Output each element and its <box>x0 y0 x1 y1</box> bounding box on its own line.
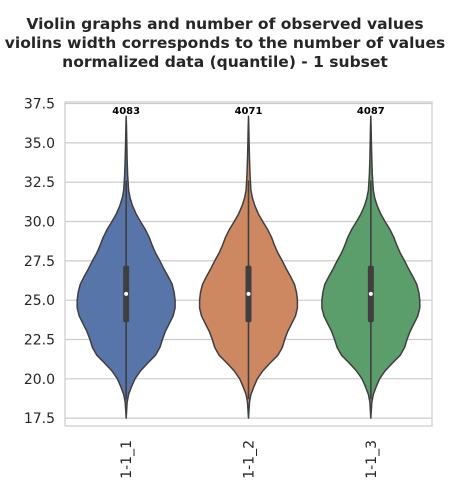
title-line-2: violins width corresponds to the number … <box>4 34 446 52</box>
count-label: 4083 <box>112 106 140 117</box>
x-tick-label: 1-1_1 <box>119 440 135 479</box>
title-line-1: Violin graphs and number of observed val… <box>26 15 424 33</box>
plot-area-frame <box>64 101 433 427</box>
count-label: 4071 <box>235 106 263 117</box>
title-line-3: normalized data (quantile) - 1 subset <box>62 53 388 71</box>
y-axis-ticks: 17.5 20.0 22.5 25.0 27.5 30.0 32.5 35.0 37.5 <box>24 97 55 428</box>
x-axis-ticks: 1-1_1 1-1_2 1-1_3 <box>119 440 380 479</box>
y-tick-label: 32.5 <box>24 175 55 191</box>
y-tick-label: 25.0 <box>24 293 55 309</box>
count-labels: 4083 4071 4087 <box>112 106 385 117</box>
violin-median-dot <box>124 291 129 296</box>
y-tick-label: 30.0 <box>24 215 55 231</box>
chart-title: Violin graphs and number of observed val… <box>0 15 450 72</box>
violin-median-dot <box>246 291 251 296</box>
x-tick-label: 1-1_2 <box>242 440 258 479</box>
violins <box>76 115 421 419</box>
violin-median-dot <box>368 291 373 296</box>
count-label: 4087 <box>357 106 385 117</box>
y-tick-label: 20.0 <box>24 372 55 388</box>
y-tick-label: 35.0 <box>24 136 55 152</box>
y-tick-label: 27.5 <box>24 254 55 270</box>
x-tick-label: 1-1_3 <box>364 440 380 479</box>
y-tick-label: 22.5 <box>24 332 55 348</box>
y-tick-label: 37.5 <box>24 97 55 113</box>
y-tick-label: 17.5 <box>24 411 55 427</box>
